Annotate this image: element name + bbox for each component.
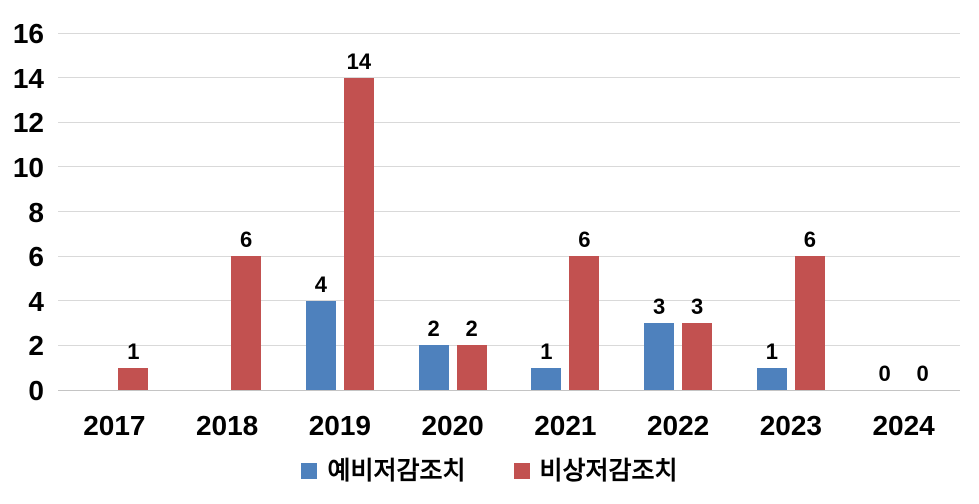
gridline (58, 300, 960, 302)
y-axis-label: 4 (28, 285, 44, 317)
gridline (58, 255, 960, 257)
value-label-emergency-reduction-measure-2017: 1 (127, 338, 140, 364)
gridline (58, 344, 960, 346)
bar-emergency-reduction-measure-2020 (456, 345, 487, 390)
gridline (58, 77, 960, 79)
x-axis-label: 2018 (195, 410, 259, 441)
gridline (58, 32, 960, 34)
legend-swatch-blue (301, 463, 318, 479)
bar-preliminary-reduction-measure-2021 (531, 367, 562, 390)
x-axis-label: 2022 (646, 410, 710, 441)
bar-emergency-reduction-measure-2021 (569, 256, 600, 390)
legend: 예비저감조치 비상저감조치 (0, 452, 979, 490)
value-label-emergency-reduction-measure-2018: 6 (240, 227, 253, 253)
value-label-preliminary-reduction-measure-2019: 4 (314, 271, 327, 297)
y-axis-label: 6 (28, 241, 44, 273)
value-label-emergency-reduction-measure-2019: 14 (346, 48, 372, 74)
x-axis-label: 2024 (872, 410, 935, 441)
legend-swatch-red (513, 463, 530, 479)
gridline (58, 121, 960, 123)
x-axis-label: 2019 (308, 410, 372, 441)
x-axis-label: 2017 (83, 410, 146, 441)
legend-label: 예비저감조치 (327, 457, 466, 485)
x-axis-label: 2023 (759, 410, 823, 441)
x-axis-label: 2021 (534, 410, 597, 441)
bar-preliminary-reduction-measure-2023 (756, 367, 787, 390)
gridline (58, 389, 960, 391)
bar-preliminary-reduction-measure-2022 (644, 323, 675, 390)
x-axis-label: 2020 (421, 410, 484, 441)
legend-item-emergency: 비상저감조치 (513, 456, 678, 486)
y-axis-label: 0 (28, 375, 44, 406)
gridline (58, 211, 960, 212)
bar-preliminary-reduction-measure-2020 (418, 345, 449, 390)
gridline (58, 166, 960, 168)
y-axis-label: 8 (28, 196, 44, 228)
value-label-emergency-reduction-measure-2021: 6 (578, 227, 591, 253)
value-label-preliminary-reduction-measure-2020: 2 (427, 316, 440, 342)
value-label-emergency-reduction-measure-2024: 0 (916, 361, 929, 386)
y-axis-label: 16 (12, 18, 44, 49)
y-axis-label: 12 (12, 107, 44, 139)
value-label-emergency-reduction-measure-2022: 3 (691, 294, 704, 320)
legend-label: 비상저감조치 (539, 457, 678, 485)
value-label-emergency-reduction-measure-2023: 6 (803, 227, 816, 253)
value-label-preliminary-reduction-measure-2021: 1 (540, 338, 553, 364)
bar-emergency-reduction-measure-2019 (343, 77, 374, 390)
bar-emergency-reduction-measure-2022 (682, 323, 713, 390)
legend-item-preliminary: 예비저감조치 (301, 456, 466, 486)
bar-preliminary-reduction-measure-2019 (305, 300, 336, 390)
value-label-preliminary-reduction-measure-2022: 3 (653, 294, 666, 320)
bar-emergency-reduction-measure-2018 (231, 256, 262, 390)
value-label-emergency-reduction-measure-2020: 2 (465, 316, 478, 342)
y-axis-label: 10 (12, 151, 44, 183)
bar-emergency-reduction-measure-2017 (118, 367, 149, 390)
bar-emergency-reduction-measure-2023 (794, 256, 825, 390)
y-axis-label: 14 (12, 62, 44, 94)
y-axis-label: 2 (28, 330, 44, 362)
value-label-preliminary-reduction-measure-2024: 0 (878, 361, 891, 386)
value-label-preliminary-reduction-measure-2023: 1 (765, 338, 778, 364)
